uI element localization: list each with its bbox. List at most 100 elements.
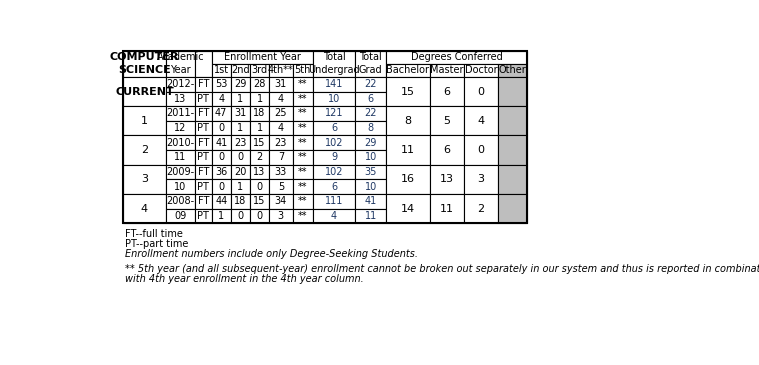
Text: PT: PT: [197, 211, 209, 221]
Text: 2nd: 2nd: [231, 65, 250, 75]
Bar: [195, 165, 212, 179]
Bar: [250, 64, 269, 77]
Text: 6: 6: [443, 145, 450, 155]
Bar: [386, 51, 528, 64]
Bar: [166, 150, 195, 165]
Text: COMPUTER: COMPUTER: [110, 52, 179, 62]
Text: 29: 29: [364, 138, 377, 148]
Bar: [498, 77, 528, 106]
Bar: [386, 106, 430, 135]
Bar: [195, 51, 212, 77]
Text: 4: 4: [477, 116, 484, 126]
Text: FT: FT: [197, 79, 209, 89]
Bar: [430, 77, 464, 106]
Bar: [355, 194, 386, 208]
Text: **: **: [298, 152, 307, 162]
Bar: [212, 106, 231, 121]
Text: 1: 1: [237, 123, 243, 133]
Text: 5: 5: [443, 116, 450, 126]
Bar: [250, 208, 269, 223]
Bar: [386, 135, 430, 165]
Bar: [231, 135, 250, 150]
Text: 4: 4: [218, 94, 224, 104]
Text: 11: 11: [439, 204, 454, 214]
Bar: [430, 194, 464, 223]
Bar: [123, 51, 166, 77]
Text: 0: 0: [477, 87, 484, 96]
Text: 0: 0: [237, 152, 243, 162]
Text: 141: 141: [325, 79, 343, 89]
Bar: [498, 64, 528, 77]
Text: **: **: [298, 94, 307, 104]
Text: Enrollment Year: Enrollment Year: [224, 52, 301, 62]
Bar: [386, 194, 430, 223]
Text: 35: 35: [364, 167, 377, 177]
Text: 1: 1: [257, 123, 263, 133]
Bar: [269, 208, 292, 223]
Text: PT: PT: [197, 94, 209, 104]
Text: 18: 18: [254, 108, 266, 119]
Bar: [212, 208, 231, 223]
Bar: [498, 165, 528, 194]
Bar: [231, 92, 250, 106]
Bar: [231, 179, 250, 194]
Text: 2: 2: [477, 204, 484, 214]
Bar: [195, 121, 212, 135]
Text: 20: 20: [234, 167, 247, 177]
Bar: [313, 194, 355, 208]
Bar: [313, 92, 355, 106]
Text: 3rd: 3rd: [251, 65, 268, 75]
Bar: [195, 179, 212, 194]
Text: 15: 15: [254, 196, 266, 206]
Bar: [212, 121, 231, 135]
Bar: [231, 64, 250, 77]
Text: 1: 1: [218, 211, 224, 221]
Bar: [166, 208, 195, 223]
Bar: [269, 77, 292, 92]
Text: **: **: [298, 79, 307, 89]
Bar: [430, 135, 464, 165]
Text: 111: 111: [325, 196, 343, 206]
Bar: [166, 92, 195, 106]
Bar: [212, 179, 231, 194]
Text: 2008-: 2008-: [166, 196, 194, 206]
Text: Total: Total: [323, 52, 345, 62]
Text: SCIENCE: SCIENCE: [118, 65, 171, 75]
Text: **: **: [298, 167, 307, 177]
Bar: [355, 150, 386, 165]
Text: PT--part time: PT--part time: [125, 239, 188, 249]
Bar: [430, 165, 464, 194]
Bar: [269, 179, 292, 194]
Text: 34: 34: [275, 196, 287, 206]
Text: 121: 121: [325, 108, 343, 119]
Bar: [498, 106, 528, 135]
Bar: [212, 135, 231, 150]
Bar: [430, 106, 464, 135]
Bar: [292, 194, 313, 208]
Text: 4: 4: [278, 123, 284, 133]
Text: 2: 2: [141, 145, 148, 155]
Bar: [166, 135, 195, 150]
Text: 22: 22: [364, 79, 377, 89]
Bar: [269, 121, 292, 135]
Text: 7: 7: [278, 152, 284, 162]
Bar: [313, 208, 355, 223]
Bar: [195, 150, 212, 165]
Text: 15: 15: [254, 138, 266, 148]
Bar: [292, 150, 313, 165]
Text: 23: 23: [234, 138, 247, 148]
Text: 2: 2: [257, 152, 263, 162]
Bar: [386, 64, 430, 77]
Text: 0: 0: [237, 211, 243, 221]
Bar: [292, 135, 313, 150]
Text: **: **: [298, 138, 307, 148]
Text: 11: 11: [364, 211, 377, 221]
Text: 3: 3: [141, 174, 148, 184]
Bar: [464, 135, 498, 165]
Bar: [292, 106, 313, 121]
Text: **: **: [298, 108, 307, 119]
Bar: [313, 77, 355, 92]
Bar: [355, 135, 386, 150]
Bar: [269, 150, 292, 165]
Bar: [123, 106, 166, 135]
